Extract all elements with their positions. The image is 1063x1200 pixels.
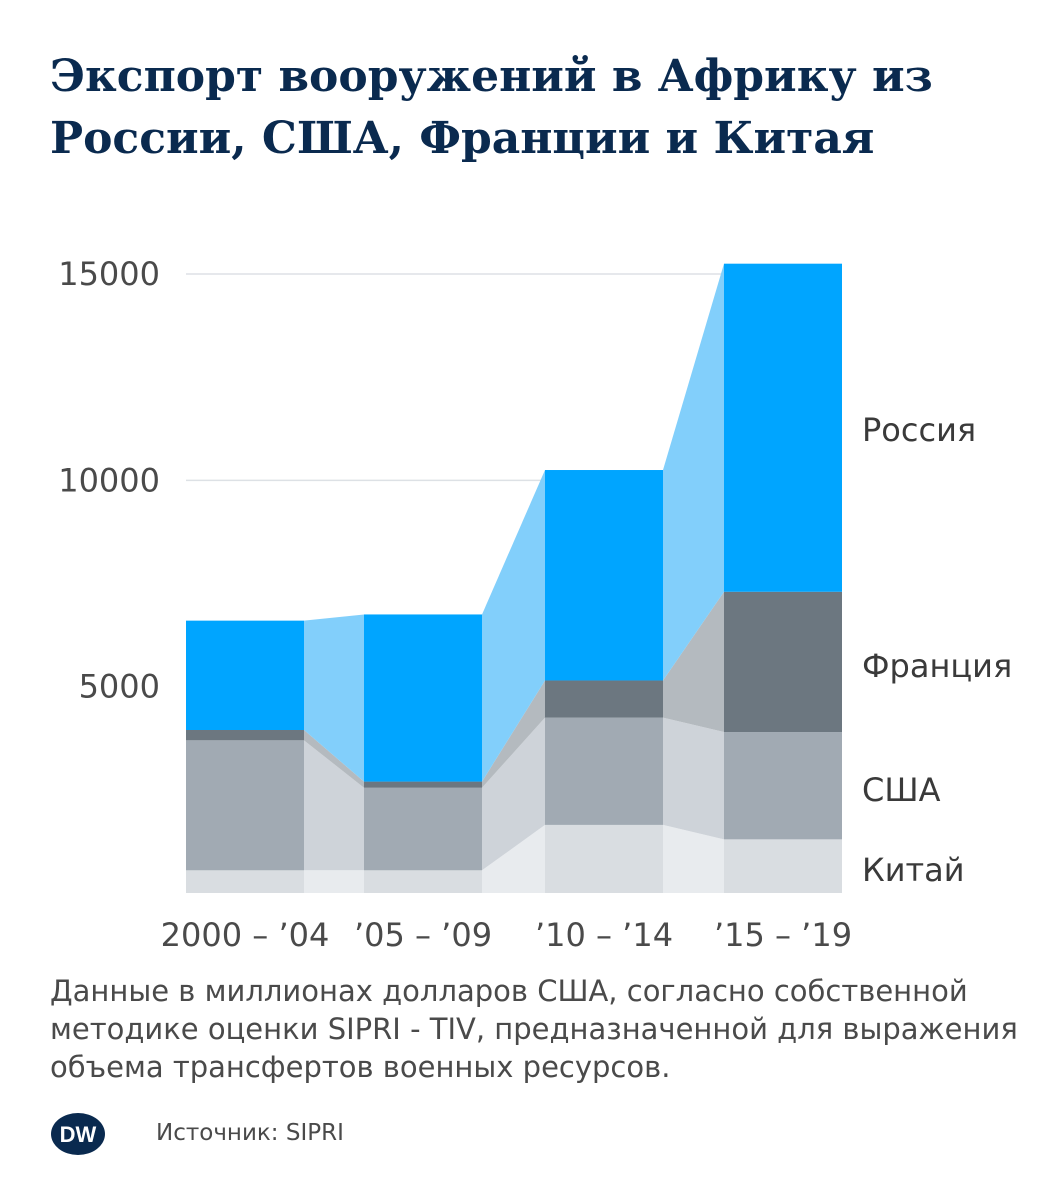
bar-segment <box>186 620 304 730</box>
data-note: Данные в миллионах долларов США, согласн… <box>50 974 1018 1084</box>
y-tick-label: 5000 <box>79 668 160 706</box>
bar-segment <box>364 781 482 788</box>
connector-band <box>663 263 724 681</box>
chart-title: Экспорт вооружений в Африку из России, С… <box>50 51 933 164</box>
source-line: Источник: SIPRI <box>156 1120 344 1146</box>
connector-band <box>304 740 364 871</box>
y-tick-label: 10000 <box>58 461 160 499</box>
dw-logo: DW <box>51 1113 105 1155</box>
connector-band <box>663 717 724 840</box>
bar-segment <box>186 729 304 741</box>
bar-segment <box>724 732 842 840</box>
legend-label: Россия <box>862 411 976 449</box>
bar-segment <box>186 870 304 893</box>
bar-segment <box>364 870 482 893</box>
connector-band <box>482 717 545 871</box>
legend-label: Франция <box>862 647 1012 685</box>
source-value: SIPRI <box>285 1120 344 1146</box>
connector-band <box>304 870 364 893</box>
x-tick-label: 2000 – ’04 <box>161 916 330 954</box>
bar-segment <box>724 591 842 733</box>
bar-segment <box>545 824 663 893</box>
x-tick-label: ’15 – ’19 <box>714 916 852 954</box>
bar-segment <box>724 263 842 592</box>
legend-label: Китай <box>862 851 965 889</box>
bar-segment <box>186 740 304 871</box>
x-tick-label: ’05 – ’09 <box>354 916 492 954</box>
y-tick-label: 15000 <box>58 255 160 293</box>
bar-segment <box>545 717 663 825</box>
connector-band <box>482 680 545 788</box>
connector-band <box>482 470 545 782</box>
connector-band <box>663 824 724 893</box>
source-label: Источник: <box>156 1120 279 1146</box>
x-tick-label: ’10 – ’14 <box>535 916 673 954</box>
connector-band <box>304 614 364 782</box>
bar-segment <box>364 787 482 871</box>
connector-band <box>482 824 545 893</box>
bar-segment <box>364 614 482 782</box>
footer: DW Источник: SIPRI <box>50 1112 550 1156</box>
connector-band <box>304 729 364 788</box>
legend-label: США <box>862 771 941 809</box>
connector-band <box>663 591 724 733</box>
bar-segment <box>545 470 663 681</box>
svg-text:DW: DW <box>60 1122 97 1147</box>
stacked-bar-chart: 5000 10000 15000 2000 – ’04 ’05 – ’09 ’10 – ’… <box>58 255 1012 954</box>
bar-segment <box>545 680 663 718</box>
bar-segment <box>724 839 842 893</box>
